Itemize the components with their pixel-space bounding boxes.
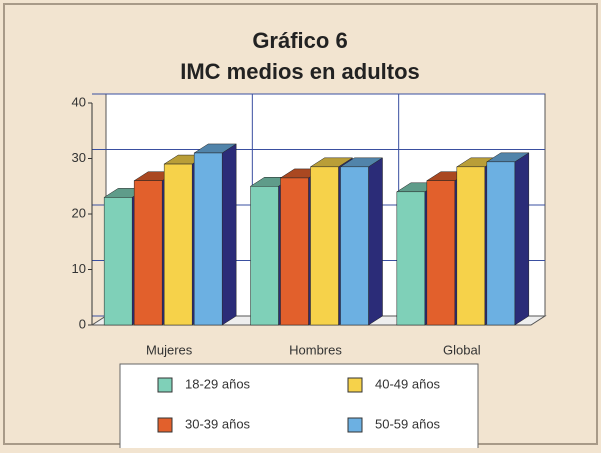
legend-label: 18-29 años: [185, 376, 251, 391]
legend-swatch: [347, 377, 363, 393]
legend-swatch: [347, 417, 363, 433]
chart-subtitle: IMC medios en adultos: [180, 59, 420, 84]
bar: [280, 177, 309, 326]
bar: [103, 197, 133, 326]
y-tick-label: 30: [72, 150, 86, 165]
bar: [456, 166, 486, 326]
x-tick-label: Hombres: [289, 342, 342, 357]
y-tick-label: 40: [72, 94, 86, 109]
y-tick-label: 10: [72, 261, 86, 276]
x-tick-label: Global: [443, 342, 481, 357]
bar: [396, 191, 426, 326]
x-tick-label: Mujeres: [146, 342, 193, 357]
chart-title: Gráfico 6: [252, 28, 347, 53]
bar: [310, 166, 339, 326]
bar: [133, 180, 163, 326]
legend-label: 40-49 años: [375, 376, 441, 391]
bar: [250, 186, 279, 326]
y-tick-label: 0: [79, 316, 86, 331]
bar-side: [514, 152, 530, 326]
legend-label: 50-59 años: [375, 416, 441, 431]
bar-side: [368, 157, 383, 326]
bar-side: [221, 143, 237, 326]
y-tick-label: 20: [72, 205, 86, 220]
legend-label: 30-39 años: [185, 416, 251, 431]
legend-swatch: [157, 377, 173, 393]
legend-swatch: [157, 417, 173, 433]
bar: [340, 166, 369, 326]
bar: [193, 152, 223, 326]
bar: [486, 161, 516, 326]
legend: [119, 363, 479, 451]
bar: [426, 180, 456, 326]
bar: [163, 163, 193, 326]
